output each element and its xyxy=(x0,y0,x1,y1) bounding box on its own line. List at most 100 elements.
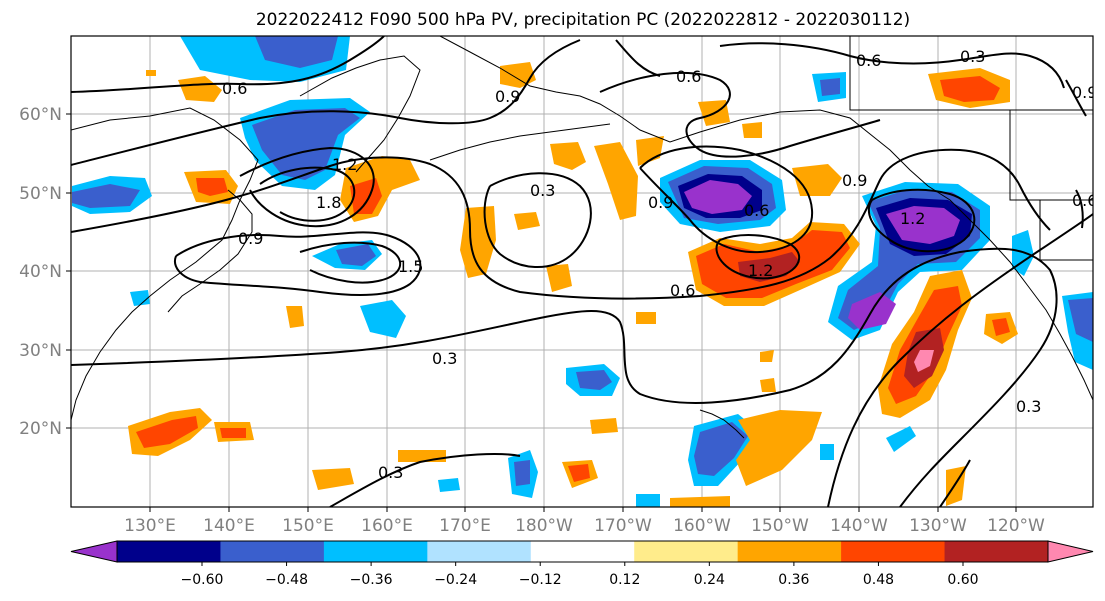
pv-contour xyxy=(71,36,385,93)
negative-anomaly xyxy=(636,494,660,507)
pv-contour xyxy=(827,213,1093,507)
negative-anomaly xyxy=(360,300,406,338)
positive-anomaly xyxy=(760,378,776,392)
positive-anomaly xyxy=(742,122,762,138)
pv-contour xyxy=(867,188,976,253)
contour-label: 0.6 xyxy=(856,51,881,70)
longitude-tick-label: 140°E xyxy=(203,516,255,536)
contour-label: 0.3 xyxy=(1016,397,1041,416)
pv-contour xyxy=(719,42,1065,89)
negative-anomaly xyxy=(684,180,752,214)
colorbar: −0.60 −0.48 −0.36 −0.24 −0.12 0.12 0.24 0.36 0.4… xyxy=(70,540,1094,588)
colorbar-tick-label: 0.24 xyxy=(694,572,725,588)
colorbar-tick-label: 0.48 xyxy=(863,572,894,588)
negative-anomaly xyxy=(514,460,530,486)
hawaii-islands xyxy=(699,409,745,439)
negative-anomaly xyxy=(252,108,360,180)
aleutian-islands xyxy=(429,123,611,161)
contour-label: 0.3 xyxy=(378,463,403,482)
pv-contour xyxy=(483,172,592,268)
pv-contour xyxy=(71,39,581,166)
contour-label: 0.6 xyxy=(670,281,695,300)
positive-anomaly xyxy=(312,468,354,490)
negative-anomaly xyxy=(886,426,916,452)
contour-label: 1.2 xyxy=(332,155,357,174)
longitude-tick-label: 130°E xyxy=(124,516,176,536)
pv-contour xyxy=(599,71,881,158)
contour-label: 1.2 xyxy=(900,209,925,228)
contour-label: 0.3 xyxy=(432,349,457,368)
longitude-tick-label: 170°E xyxy=(439,516,491,536)
pv-contour xyxy=(299,241,401,284)
colorbar-bin xyxy=(530,541,635,562)
us-canada-border xyxy=(1009,110,1093,201)
positive-anomaly xyxy=(350,178,382,214)
positive-anomaly xyxy=(594,142,638,220)
contour-label: 1.5 xyxy=(398,257,423,276)
positive-anomaly xyxy=(178,76,222,102)
colorbar-tick-label: −0.48 xyxy=(265,572,308,588)
pv-contour xyxy=(615,39,661,77)
figure-title: 2022022412 F090 500 hPa PV, precipitatio… xyxy=(256,10,910,30)
contour-label: 0.3 xyxy=(960,47,985,66)
colorbar-bin xyxy=(634,541,739,562)
colorbar-tick-label: −0.36 xyxy=(350,572,393,588)
pv-contour xyxy=(715,234,801,280)
alaska-coastline xyxy=(439,36,929,187)
kamchatka-coastline xyxy=(299,55,421,173)
positive-anomaly xyxy=(636,136,664,166)
latitude-tick-label: 60°N xyxy=(19,105,62,125)
colorbar-tick-label: −0.60 xyxy=(181,572,224,588)
colorbar-bin xyxy=(427,541,532,562)
positive-anomaly xyxy=(992,318,1010,336)
negative-anomaly xyxy=(886,206,960,244)
latitude-tick-label: 40°N xyxy=(19,262,62,282)
negative-anomaly xyxy=(255,36,338,68)
colorbar-bin xyxy=(220,541,325,562)
positive-anomaly xyxy=(546,264,572,292)
contour-labels: 0.6 0.3 0.9 1.2 0.9 1.8 0.9 1.5 0.3 0.9 … xyxy=(222,47,1093,482)
pv-contour xyxy=(174,231,422,296)
latitude-tick-label: 50°N xyxy=(19,184,62,204)
positive-anomaly xyxy=(940,76,1000,102)
positive-anomaly xyxy=(636,312,656,324)
contour-label: 1.8 xyxy=(316,193,341,212)
pv-contour xyxy=(939,459,971,507)
positive-anomaly xyxy=(760,350,774,362)
negative-anomaly xyxy=(694,422,748,476)
longitude-tick-label: 160°E xyxy=(361,516,413,536)
pv-contour xyxy=(71,148,1051,300)
colorbar-tick-label: −0.12 xyxy=(519,572,562,588)
pv-contour xyxy=(71,247,1058,507)
contour-label: 0.9 xyxy=(648,193,673,212)
negative-anomaly xyxy=(130,290,150,306)
positive-anomaly xyxy=(196,178,228,196)
colorbar-extend-high xyxy=(1047,540,1094,563)
longitude-tick-label: 150°E xyxy=(282,516,334,536)
longitude-tick-label: 150°W xyxy=(751,516,809,536)
colorbar-bin xyxy=(737,541,842,562)
positive-anomaly xyxy=(670,496,730,507)
contour-label: 1.2 xyxy=(748,261,773,280)
shaded-anomalies xyxy=(72,36,1093,507)
colorbar-tick-label: 0.12 xyxy=(609,572,640,588)
positive-anomaly xyxy=(550,142,586,170)
negative-anomaly xyxy=(1068,298,1093,342)
positive-anomaly xyxy=(514,212,540,230)
colorbar-tick-label: 0.60 xyxy=(947,572,978,588)
map-area: 0.6 0.3 0.9 1.2 0.9 1.8 0.9 1.5 0.3 0.9 … xyxy=(71,36,1093,507)
longitude-tick-label: 170°W xyxy=(594,516,652,536)
pv-contour xyxy=(1075,189,1084,229)
negative-anomaly xyxy=(336,244,376,266)
negative-anomaly xyxy=(72,184,140,208)
longitude-tick-label: 130°W xyxy=(909,516,967,536)
latitude-tick-label: 20°N xyxy=(19,419,62,439)
colorbar-bin xyxy=(944,541,1049,562)
latitude-ticks: 60°N 50°N 40°N 30°N 20°N xyxy=(19,105,71,439)
pv-contour xyxy=(1065,79,1087,117)
negative-anomaly xyxy=(438,478,460,492)
pv-contour xyxy=(259,166,356,222)
pv-contour xyxy=(239,146,375,228)
pv-contours xyxy=(71,36,1093,507)
